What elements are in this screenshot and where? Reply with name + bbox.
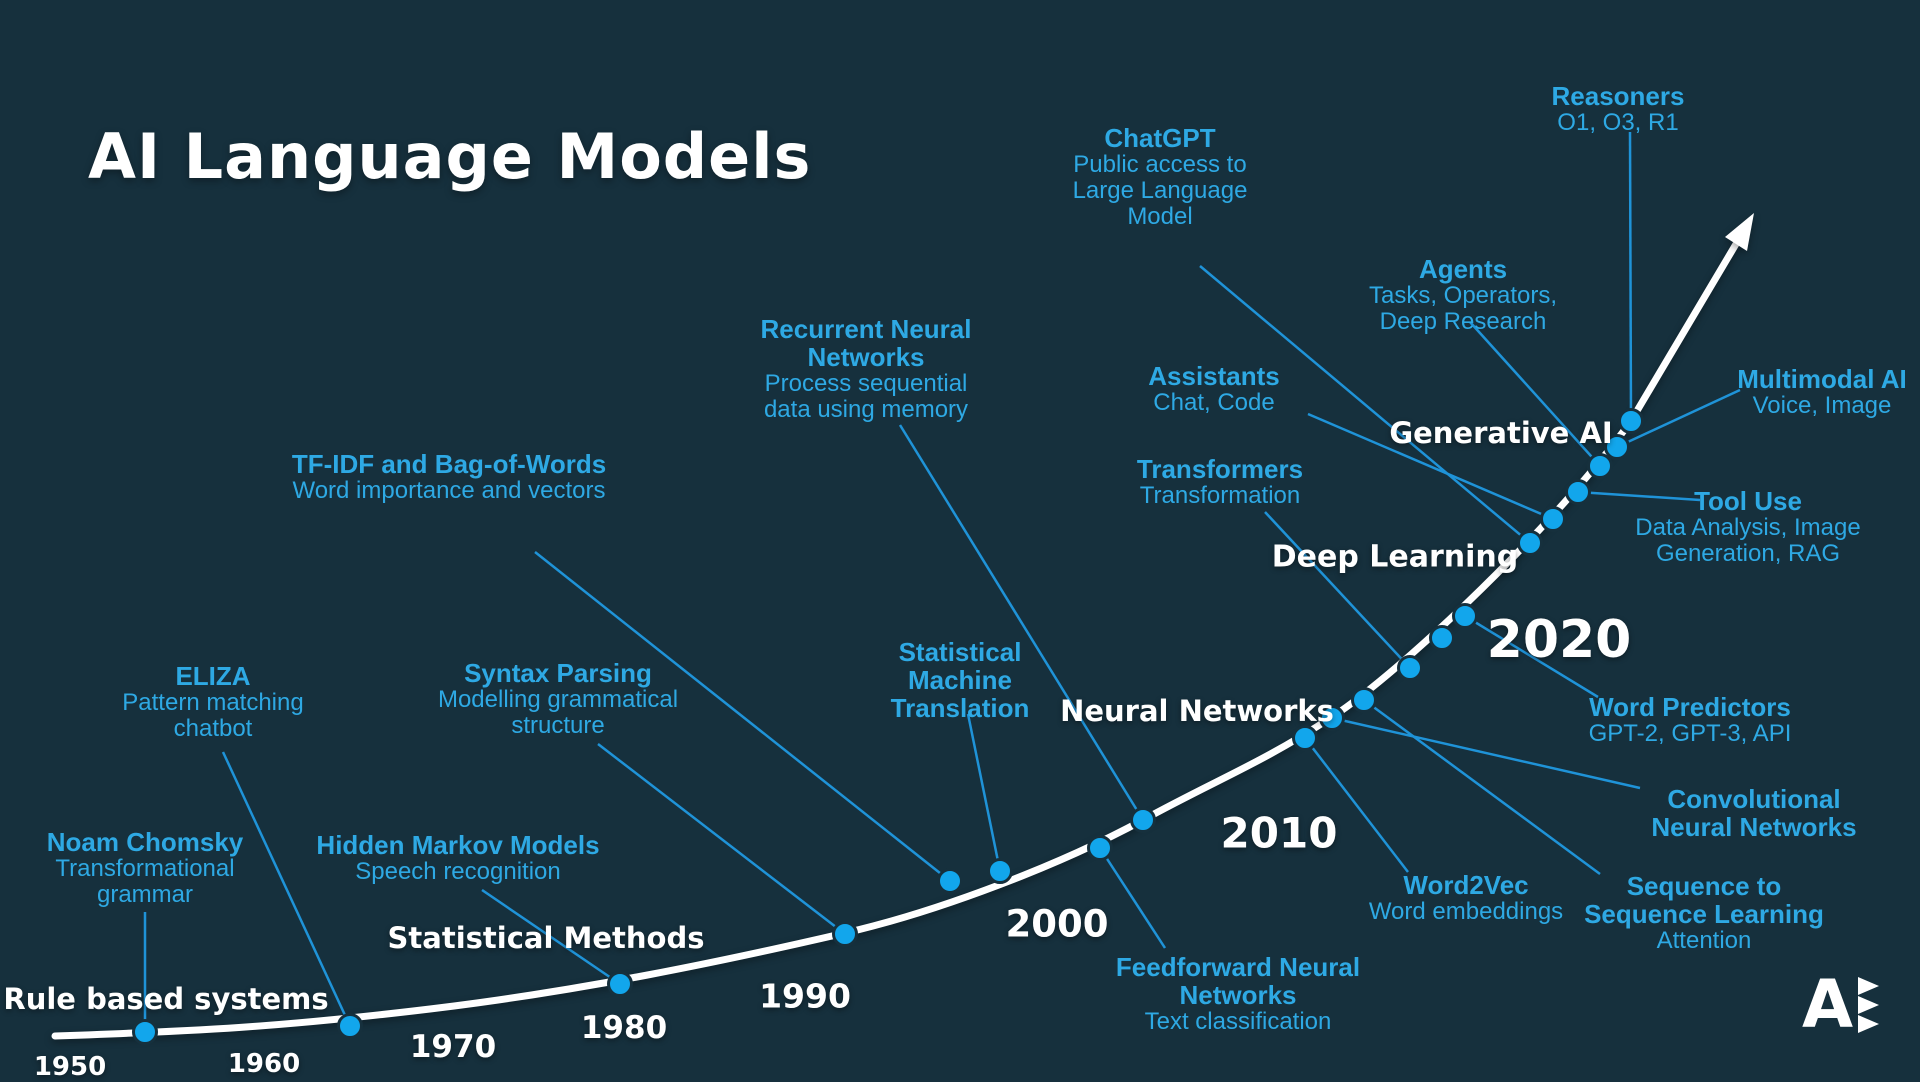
milestone-dot-assistants [1540, 506, 1566, 532]
leader-line-chatgpt [1199, 265, 1531, 544]
leader-line-reasoners [1628, 131, 1633, 422]
leader-line-word-predictors [1464, 614, 1599, 699]
milestone-dot-smt [987, 858, 1013, 884]
milestone-dot-reasoners [1618, 408, 1644, 434]
leader-line-agents [1469, 321, 1601, 467]
leader-line-multimodal-ai [1616, 388, 1741, 449]
milestone-dot-feedforward [1087, 835, 1113, 861]
milestone-dot-word2vec [1292, 725, 1318, 751]
milestone-dot-hidden-markov [607, 971, 633, 997]
leader-line-tf-idf [534, 551, 951, 882]
leader-line-assistants [1307, 412, 1554, 521]
milestone-dot-multimodal-ai [1604, 434, 1630, 460]
leader-line-rnn [898, 424, 1145, 821]
milestone-dot-chatgpt [1517, 530, 1543, 556]
leader-line-word2vec [1304, 737, 1409, 873]
milestone-dot-tool-use [1565, 479, 1591, 505]
milestone-dot-extra-0 [1429, 625, 1455, 651]
milestone-dot-noam-chomsky [132, 1019, 158, 1045]
leader-line-seq2seq [1363, 698, 1601, 876]
milestone-dot-word-predictors [1452, 603, 1478, 629]
leader-line-tool-use [1577, 490, 1701, 502]
milestone-dot-eliza [337, 1013, 363, 1039]
milestone-dot-seq2seq [1351, 687, 1377, 713]
milestone-dot-syntax-parsing [832, 921, 858, 947]
milestone-dot-rnn [1130, 807, 1156, 833]
leader-line-smt [966, 713, 1002, 872]
curve-arrowhead-icon [1725, 213, 1754, 251]
milestone-dot-transformers [1397, 655, 1423, 681]
leader-line-eliza [221, 751, 352, 1027]
leader-line-hidden-markov [481, 888, 621, 986]
milestone-dot-tf-idf [937, 868, 963, 894]
leader-line-transformers [1264, 511, 1411, 669]
leader-line-cnn [1331, 716, 1641, 790]
leader-line-feedforward [1098, 847, 1167, 949]
leader-line-syntax-parsing [597, 743, 846, 935]
milestone-dot-cnn [1319, 705, 1345, 731]
timeline-curve [51, 240, 1740, 1040]
milestone-dot-agents [1587, 453, 1613, 479]
